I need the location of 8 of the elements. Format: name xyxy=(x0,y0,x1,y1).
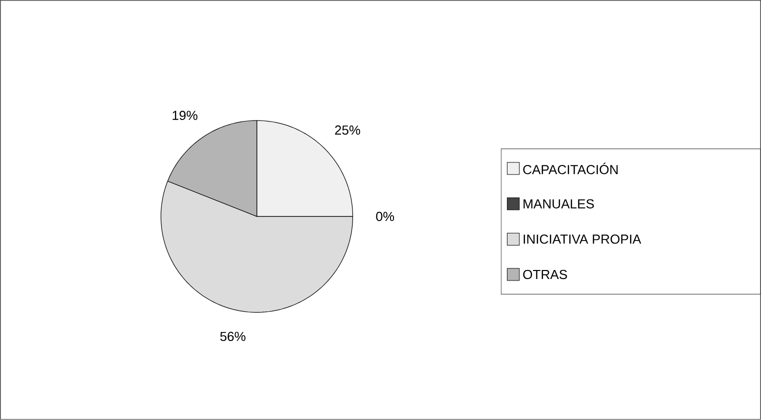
legend-label: MANUALES xyxy=(524,199,594,209)
data-label: 19% xyxy=(172,110,198,120)
legend-label: CAPACITACIÓN xyxy=(523,162,618,174)
text: 0% xyxy=(376,212,394,222)
data-label: 25% xyxy=(335,126,360,135)
data-label: 56% xyxy=(220,332,246,342)
legend-label: INICIATIVA PROPIA xyxy=(524,234,642,244)
legend-label: OTRAS xyxy=(523,270,567,280)
